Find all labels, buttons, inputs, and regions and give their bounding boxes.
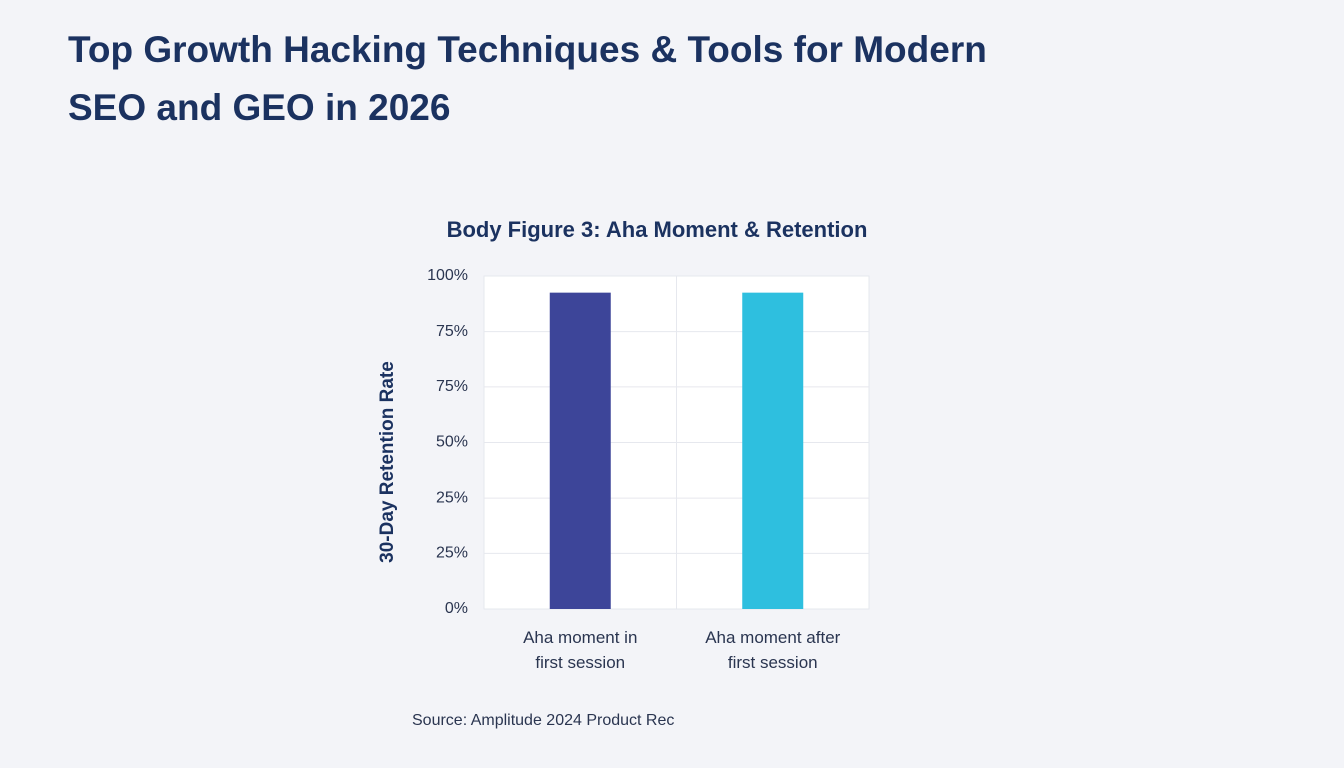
- y-tick-label: 0%: [445, 600, 468, 617]
- x-tick-label: Aha moment after first session: [705, 628, 841, 672]
- page-title: Top Growth Hacking Techniques & Tools fo…: [68, 29, 987, 70]
- y-tick-label: 25%: [436, 489, 468, 506]
- x-tick-label: Aha moment in first session: [523, 628, 638, 672]
- y-tick-label: 100%: [427, 267, 468, 284]
- x-tick-label-box: Aha moment after first session: [705, 628, 841, 672]
- y-tick-label: 75%: [436, 378, 468, 395]
- bar: [549, 292, 611, 609]
- y-tick-label: 75%: [436, 323, 468, 340]
- y-tick-label: 50%: [436, 434, 468, 451]
- y-tick-label: 25%: [436, 545, 468, 562]
- plot-border: [483, 275, 870, 610]
- page-title: SEO and GEO in 2026: [68, 87, 450, 128]
- x-tick-label-box: Aha moment in first session: [523, 628, 638, 672]
- bar: [742, 292, 804, 609]
- y-axis-label: 30-Day Retention Rate: [377, 361, 398, 563]
- source: Source: Amplitude 2024 Product Rec: [412, 712, 674, 729]
- chart-title: Body Figure 3: Aha Moment & Retention: [447, 217, 868, 242]
